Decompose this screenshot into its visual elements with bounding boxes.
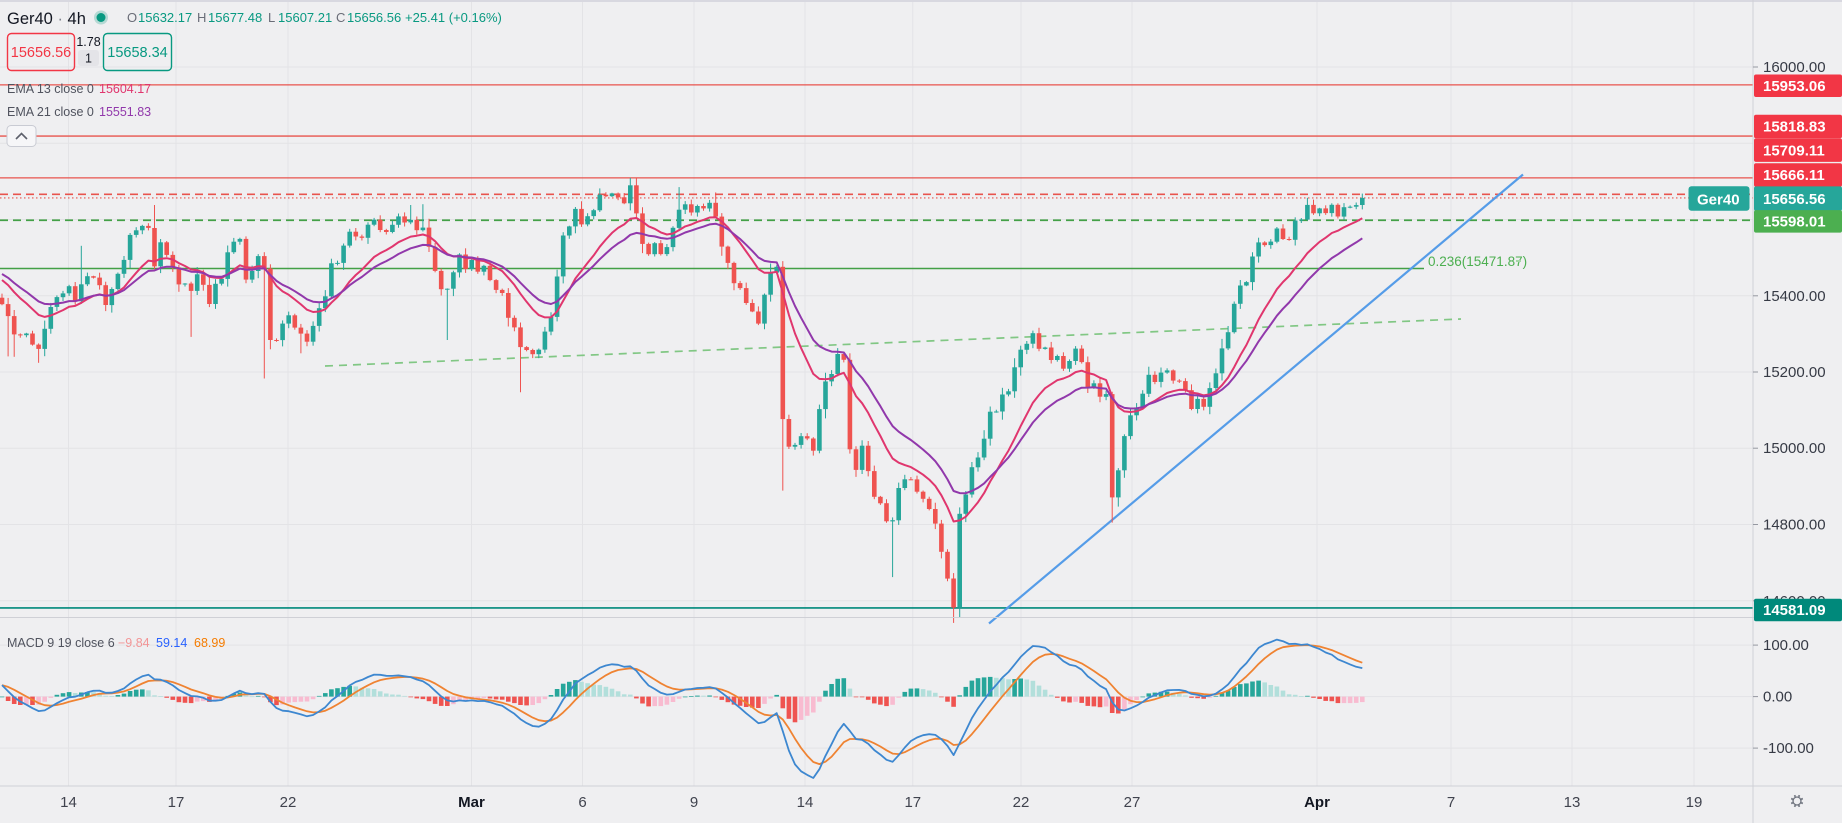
svg-text:17: 17 [168,794,185,811]
svg-text:14: 14 [60,794,77,811]
svg-text:15658.34: 15658.34 [107,45,167,61]
svg-text:14800.00: 14800.00 [1763,517,1826,534]
svg-text:15656.56: 15656.56 [347,10,401,25]
svg-text:0.00: 0.00 [1763,689,1792,706]
svg-text:13: 13 [1564,794,1581,811]
svg-text:7: 7 [1447,794,1455,811]
svg-text:H: H [197,10,206,25]
svg-text:15607.21: 15607.21 [278,10,332,25]
svg-text:15709.11: 15709.11 [1763,142,1825,159]
svg-text:15200.00: 15200.00 [1763,364,1826,381]
svg-text:14: 14 [797,794,814,811]
svg-text:1: 1 [85,52,92,66]
svg-text:59.14: 59.14 [156,636,187,650]
svg-text:15656.56: 15656.56 [1763,191,1826,208]
svg-text:L: L [268,10,275,25]
svg-text:+25.41 (+0.16%): +25.41 (+0.16%) [405,10,502,25]
svg-text:22: 22 [1013,794,1030,811]
svg-text:15551.83: 15551.83 [99,105,151,119]
svg-text:9: 9 [690,794,698,811]
svg-text:−9.84: −9.84 [118,636,150,650]
svg-text:C: C [336,10,345,25]
svg-text:15400.00: 15400.00 [1763,288,1826,305]
svg-text:100.00: 100.00 [1763,637,1809,654]
svg-text:1.78: 1.78 [76,35,100,49]
svg-text:15604.17: 15604.17 [99,82,151,96]
svg-text:0.236(15471.87): 0.236(15471.87) [1428,254,1527,269]
svg-text:Ger40: Ger40 [1697,192,1740,209]
svg-text:15666.11: 15666.11 [1763,167,1825,184]
svg-text:16000.00: 16000.00 [1763,59,1826,76]
svg-text:6: 6 [578,794,586,811]
svg-text:MACD 9 19 close 6: MACD 9 19 close 6 [7,636,115,650]
svg-text:15000.00: 15000.00 [1763,440,1826,457]
svg-text:-100.00: -100.00 [1763,740,1814,757]
svg-text:15818.83: 15818.83 [1763,119,1826,136]
svg-text:EMA 13 close 0: EMA 13 close 0 [7,82,94,96]
svg-text:17: 17 [904,794,921,811]
svg-text:15656.56: 15656.56 [11,45,71,61]
svg-text:27: 27 [1124,794,1141,811]
svg-text:15632.17: 15632.17 [138,10,192,25]
svg-text:14581.09: 14581.09 [1763,602,1826,619]
svg-text:15953.06: 15953.06 [1763,78,1826,95]
svg-text:15598.01: 15598.01 [1763,214,1826,231]
svg-text:Apr: Apr [1304,794,1330,811]
svg-text:68.99: 68.99 [194,636,225,650]
svg-text:O: O [127,10,137,25]
svg-text:Ger40 · 4h: Ger40 · 4h [7,10,86,28]
svg-text:EMA 21 close 0: EMA 21 close 0 [7,105,94,119]
svg-text:Mar: Mar [458,794,485,811]
svg-text:19: 19 [1686,794,1703,811]
svg-text:15677.48: 15677.48 [208,10,262,25]
svg-text:22: 22 [280,794,297,811]
